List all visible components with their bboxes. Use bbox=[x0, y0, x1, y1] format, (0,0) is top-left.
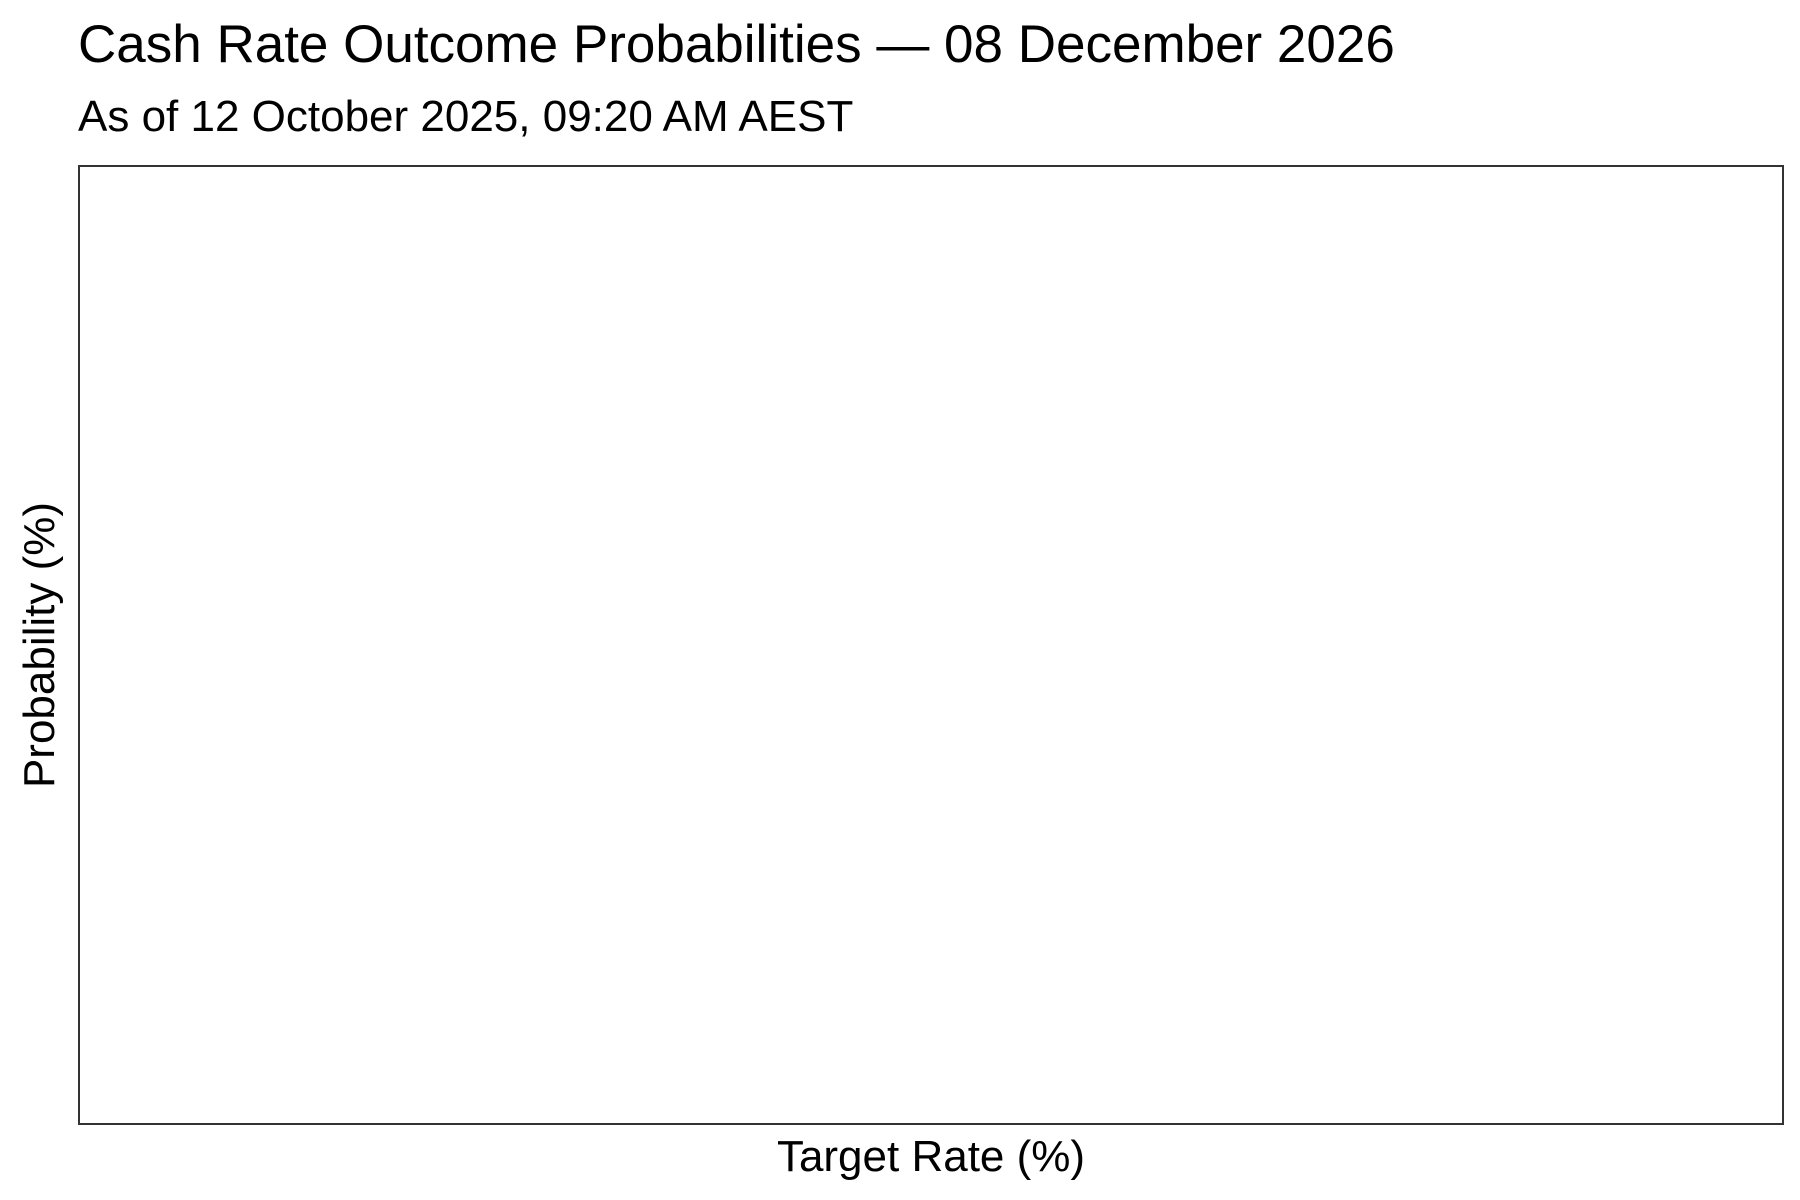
chart-title: Cash Rate Outcome Probabilities — 08 Dec… bbox=[78, 15, 1395, 74]
x-axis-label: Target Rate (%) bbox=[776, 1132, 1086, 1181]
chart-subtitle: As of 12 October 2025, 09:20 AM AEST bbox=[78, 92, 854, 141]
plot-area bbox=[80, 167, 1782, 1123]
y-axis-label: Probability (%) bbox=[15, 501, 64, 789]
plot-panel bbox=[78, 165, 1784, 1125]
